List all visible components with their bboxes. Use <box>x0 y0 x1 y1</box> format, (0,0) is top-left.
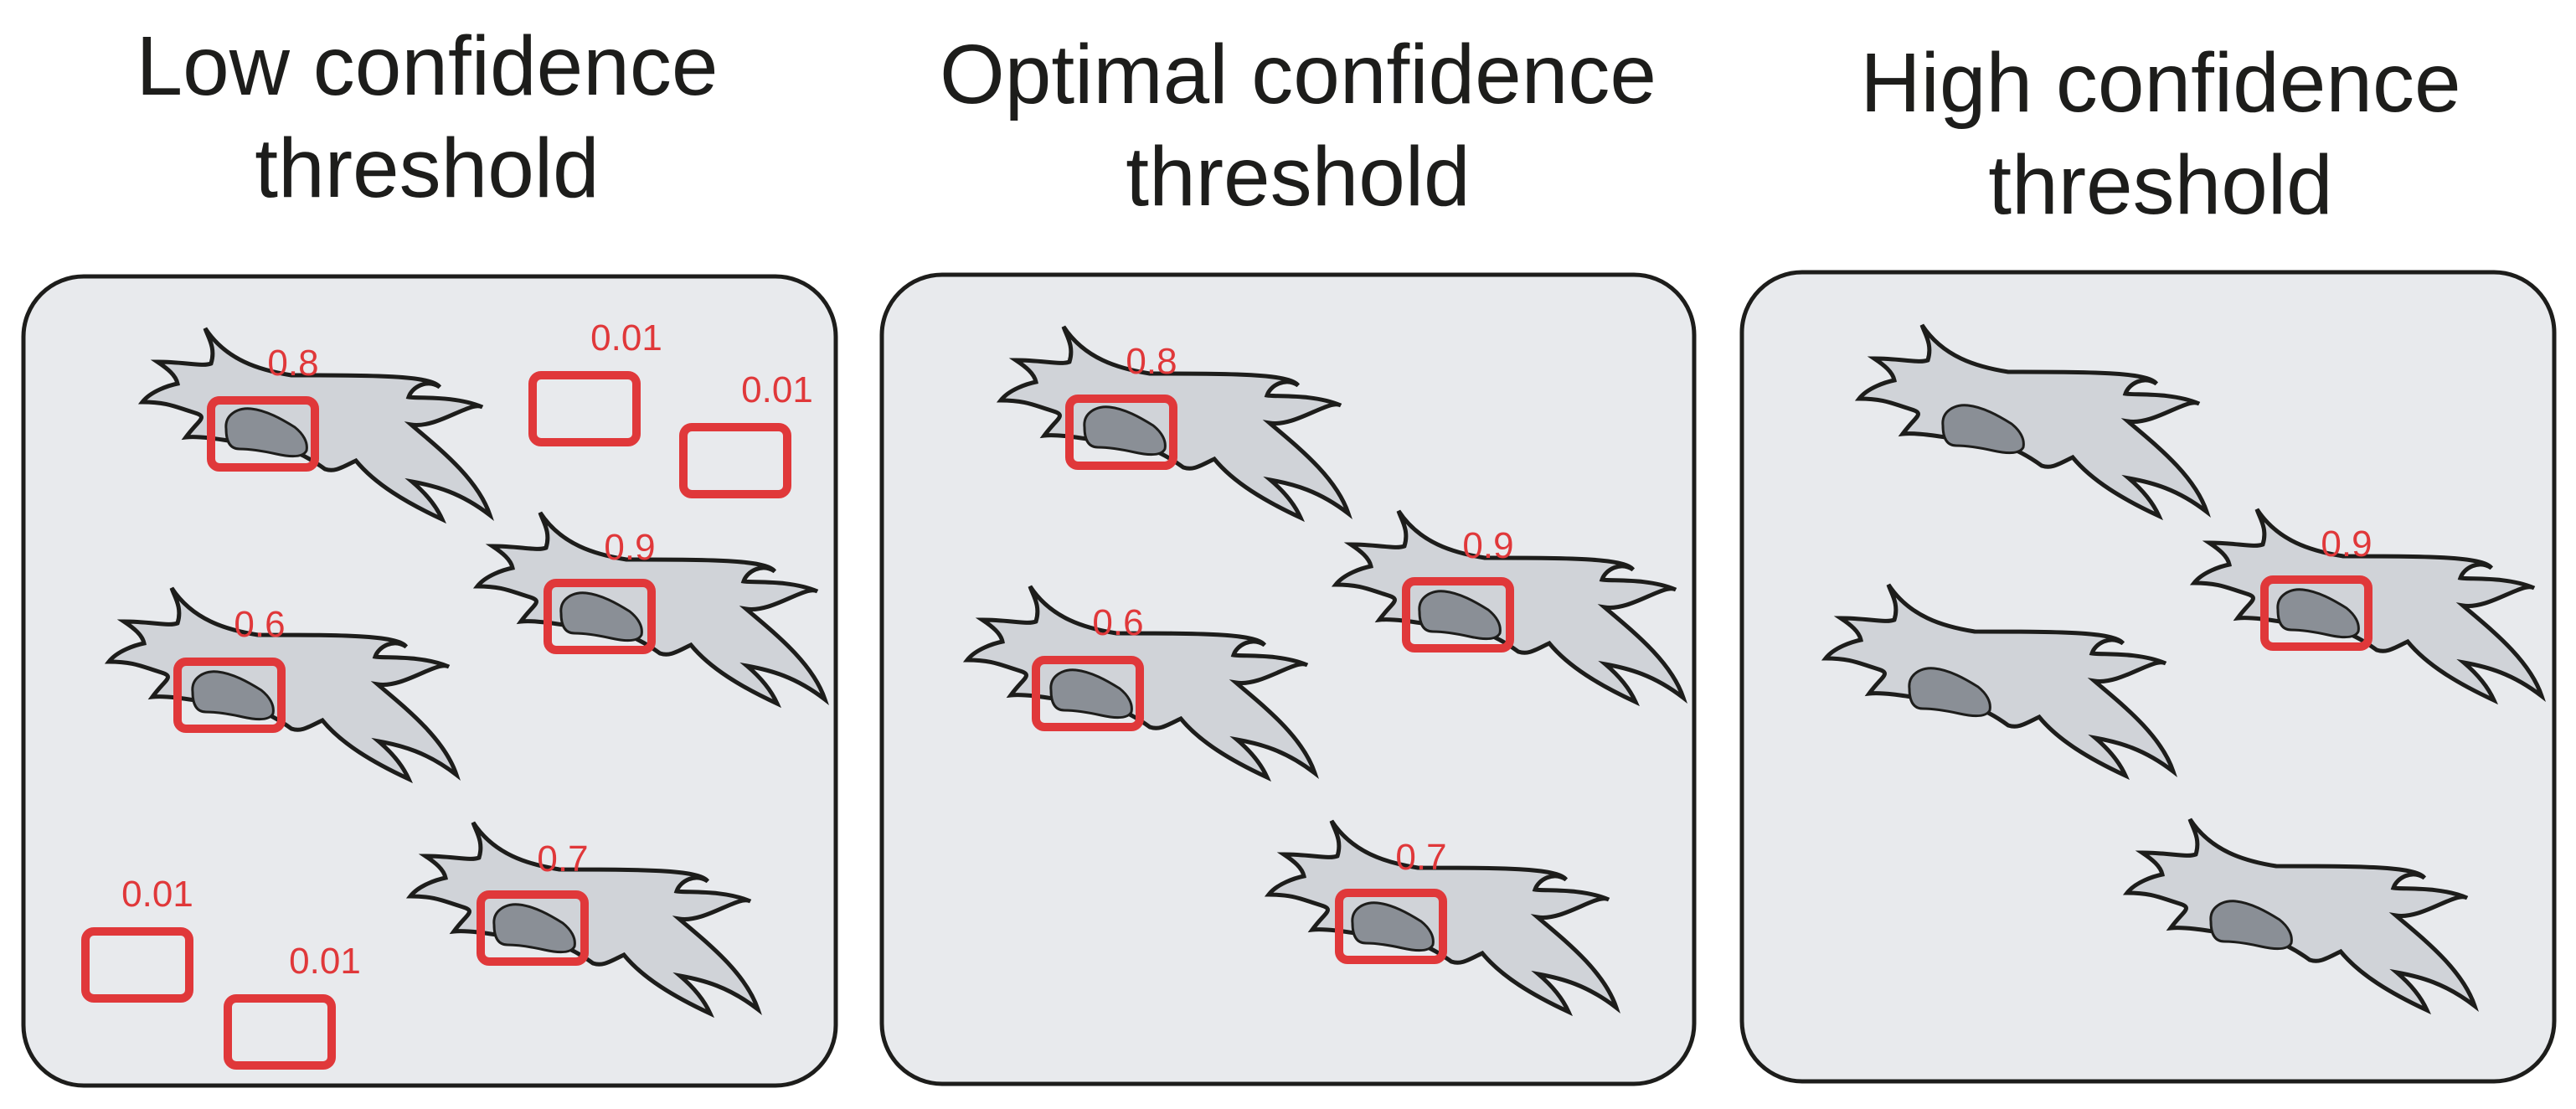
confidence-score: 0.6 <box>1092 602 1143 643</box>
detection-box <box>477 890 589 966</box>
false-positive-score: 0.01 <box>741 369 813 410</box>
false-positive-score: 0.01 <box>590 317 662 358</box>
confidence-score: 0.8 <box>267 343 318 384</box>
panel-title-line2: threshold <box>1126 130 1471 224</box>
panel-title-line1: Optimal confidence <box>939 28 1656 121</box>
false-positive-box <box>224 994 336 1070</box>
confidence-score: 0.7 <box>537 838 588 879</box>
detection-box <box>2260 575 2372 651</box>
detection-box <box>1065 395 1177 470</box>
panel-title-high: High confidence threshold <box>1775 32 2546 236</box>
panel-title-low: Low confidence threshold <box>50 15 804 219</box>
false-positive-box <box>528 371 641 446</box>
panel-title-optimal: Optimal confidence threshold <box>879 23 1717 228</box>
false-positive-score: 0.01 <box>121 874 193 915</box>
false-positive-score: 0.01 <box>289 941 361 982</box>
panel-title-line2: threshold <box>1988 138 2333 232</box>
confidence-score: 0.7 <box>1395 837 1446 878</box>
detection-box <box>173 658 286 733</box>
detection-box <box>1335 889 1447 964</box>
confidence-score: 0.9 <box>2321 524 2372 565</box>
confidence-score: 0.8 <box>1126 341 1177 382</box>
panel-title-line1: High confidence <box>1860 36 2461 130</box>
panel-title-line1: Low confidence <box>136 19 719 113</box>
confidence-score: 0.9 <box>604 527 655 568</box>
confidence-score: 0.9 <box>1462 525 1513 566</box>
detection-box <box>207 396 319 472</box>
detection-box <box>1032 656 1144 731</box>
false-positive-box <box>81 927 193 1003</box>
confidence-score: 0.6 <box>234 604 285 645</box>
detection-box <box>1402 577 1514 653</box>
panel-title-line2: threshold <box>255 121 600 215</box>
false-positive-box <box>679 423 791 498</box>
detection-box <box>544 579 656 654</box>
